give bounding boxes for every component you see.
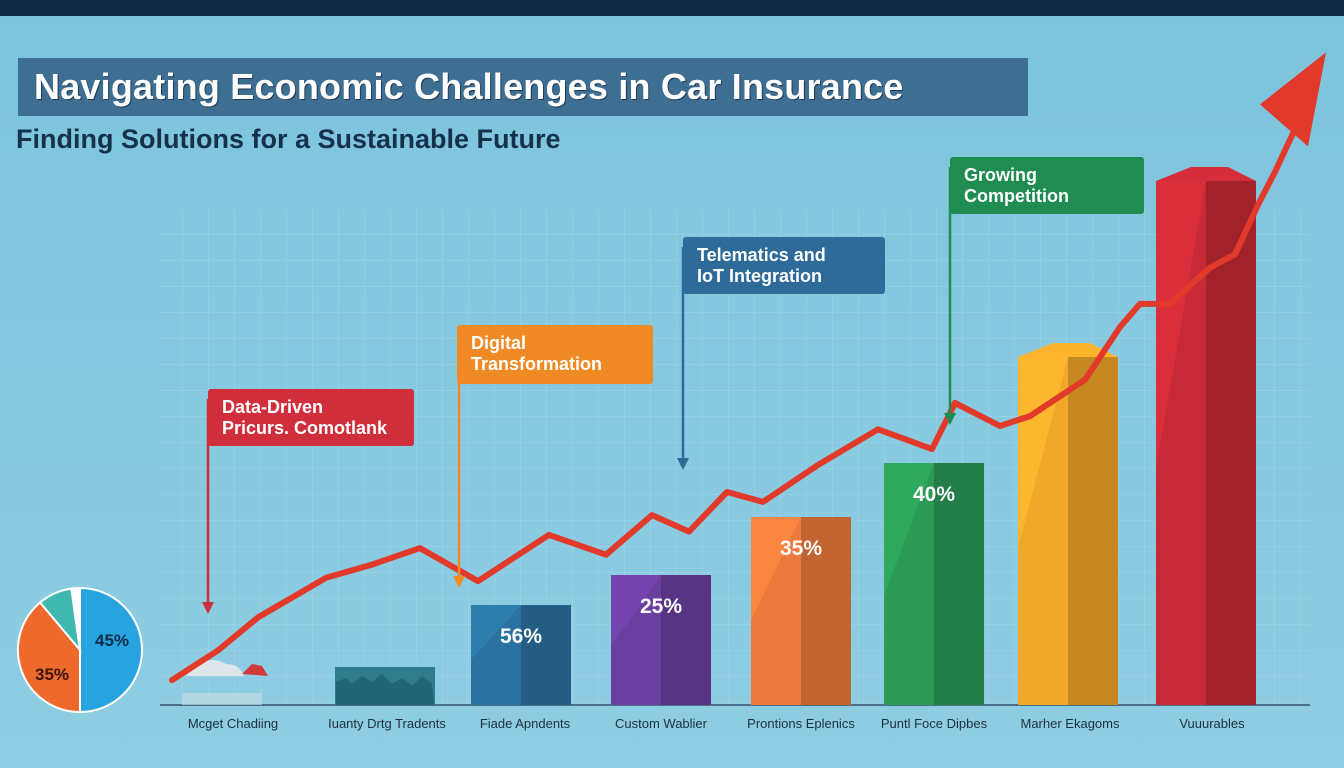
top-bar: [0, 0, 1344, 16]
callout-2-arrow: [453, 576, 465, 588]
bar-5-shade: [801, 517, 851, 705]
bar-1-body: [182, 693, 262, 705]
x-tick-label-3: Fiade Apndents: [480, 716, 571, 731]
bar-5: 35%: [751, 517, 851, 705]
pie-slice-1: [79, 586, 143, 714]
small-car-shape: [242, 664, 268, 676]
bar-3: 56%: [471, 605, 571, 705]
bar-4-label: 25%: [640, 595, 682, 618]
callout-2-box: [457, 325, 653, 384]
bar-5-facet: [751, 517, 801, 621]
trend-line: [169, 126, 1298, 684]
x-tick-label-6: Puntl Foce Dipbes: [881, 716, 988, 731]
x-tick-label-4: Custom Wablier: [615, 716, 708, 731]
x-tick-label-8: Vuuurables: [1179, 716, 1245, 731]
bar-7: [1018, 343, 1118, 705]
callout-2-line1: Digital: [471, 333, 526, 353]
title-bar: Navigating Economic Challenges in Car In…: [18, 58, 1028, 116]
pie-slice-1-label: 45%: [95, 631, 129, 650]
skyline-shape: [336, 674, 434, 705]
callout-4-line2: Competition: [964, 186, 1069, 206]
bar-7-facet: [1018, 357, 1068, 549]
bar-5-label: 35%: [780, 537, 822, 560]
bar-4-facet: [611, 575, 661, 647]
bar-8-shade: [1206, 181, 1256, 705]
callout-3-box: [683, 237, 885, 294]
callout-3-line2: IoT Integration: [697, 266, 822, 286]
pie-slice-4: [70, 586, 81, 651]
x-tick-label-7: Marher Ekagoms: [1021, 716, 1120, 731]
callout-3-arrow: [677, 458, 689, 470]
callout-4-line1: Growing: [964, 165, 1037, 185]
bar-3-label: 56%: [500, 625, 542, 648]
bar-7-shade: [1068, 357, 1118, 705]
bar-6-shade: [934, 463, 984, 705]
bar-4: 25%: [611, 575, 711, 705]
callout-1-line2: Pricurs. Comotlank: [222, 418, 388, 438]
bar-6-facet: [884, 463, 934, 597]
pie-slice-2: [17, 601, 81, 714]
callout-3-line1: Telematics and: [697, 245, 826, 265]
callout-2-line2: Transformation: [471, 354, 602, 374]
x-tick-label-1: Mcget Chadiing: [188, 716, 278, 731]
callout-1-box: [208, 389, 414, 446]
x-tick-label-2: Iuanty Drtg Tradents: [328, 716, 446, 731]
bar-8-cap: [1156, 167, 1256, 181]
trend-arrow-head: [1260, 52, 1326, 147]
bar-4-shade: [661, 575, 711, 705]
page-subtitle: Finding Solutions for a Sustainable Futu…: [16, 124, 561, 154]
bar-1: [182, 693, 262, 705]
bar-8-facet: [1156, 181, 1206, 470]
pie-slice-2-label: 35%: [35, 665, 69, 684]
callout-4-arrow: [944, 413, 956, 425]
bar-7-cap: [1018, 343, 1118, 357]
bar-3-facet: [471, 605, 521, 660]
page-title: Navigating Economic Challenges in Car In…: [34, 66, 904, 107]
callout-1-arrow: [202, 602, 214, 614]
callout-4-box: [950, 157, 1144, 214]
callout-1-line1: Data-Driven: [222, 397, 323, 417]
bar-3-shade: [521, 605, 571, 705]
bar-6: 40%: [884, 463, 984, 705]
x-tick-label-5: Prontions Eplenics: [747, 716, 855, 731]
bar-6-label: 40%: [913, 483, 955, 506]
